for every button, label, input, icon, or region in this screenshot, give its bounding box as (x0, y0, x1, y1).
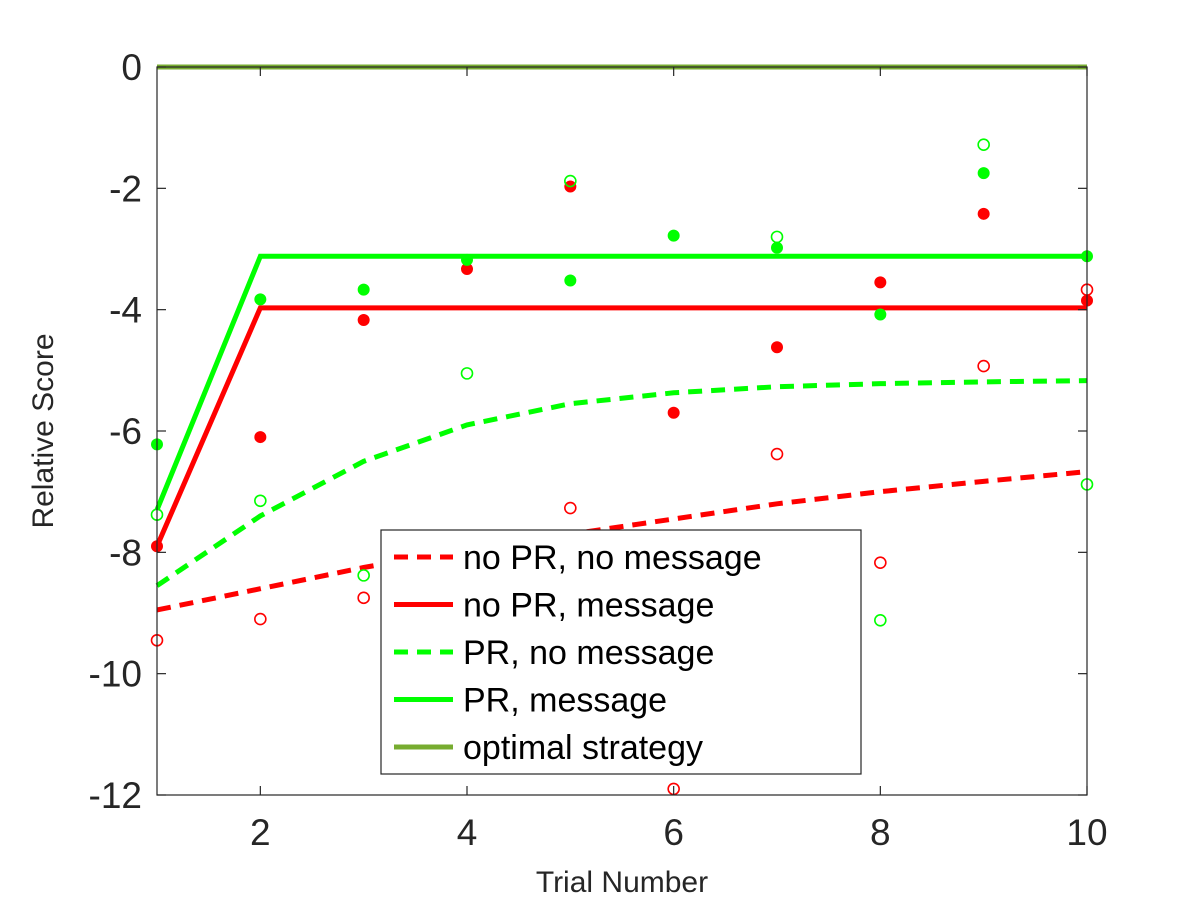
legend-label-optimal-strategy: optimal strategy (463, 729, 703, 767)
data-point-no-pr-message (874, 276, 887, 289)
data-point-no-pr-no-message (564, 501, 577, 515)
y-tick-label: -2 (109, 168, 142, 209)
data-point-no-pr-message (667, 406, 680, 419)
series-line-no-pr-message (154, 305, 1087, 548)
x-tick-label: 8 (870, 812, 891, 853)
data-point-no-pr-message (977, 207, 990, 220)
legend-label-pr-no-message: PR, no message (463, 634, 714, 672)
data-point-no-pr-message (771, 341, 783, 354)
x-axis-label: Trial Number (536, 866, 708, 899)
series-line-pr-message (154, 253, 1087, 511)
y-tick-label: 0 (121, 47, 142, 88)
legend: no PR, no message no PR, message PR, no me… (380, 529, 862, 775)
y-tick-label: -6 (109, 411, 142, 452)
y-axis-label: Relative Score (27, 333, 60, 528)
legend-box (380, 529, 862, 775)
legend-label-no-pr-message: no PR, message (463, 587, 714, 625)
data-point-pr-message (357, 283, 370, 296)
data-point-pr-message (254, 293, 267, 306)
data-point-no-pr-no-message (357, 591, 370, 605)
data-point-pr-no-message (977, 138, 990, 151)
data-point-pr-no-message (357, 569, 370, 582)
x-tick-label: 10 (1066, 812, 1107, 853)
x-tick-label: 4 (457, 812, 478, 853)
data-point-pr-no-message (874, 613, 887, 627)
axis-ticks: 2 4 6 8 10 0 -2 -4 -6 -8 -10 -12 (89, 47, 1108, 853)
data-point-pr-message (771, 241, 783, 254)
data-point-no-pr-no-message (977, 359, 990, 373)
data-point-no-pr-message (254, 431, 267, 444)
data-points (150, 138, 1094, 796)
data-point-no-pr-no-message (770, 447, 784, 461)
data-point-pr-message (461, 253, 473, 266)
data-point-pr-message (977, 167, 990, 180)
data-point-pr-no-message (564, 174, 577, 188)
data-point-pr-message (667, 229, 680, 242)
legend-label-pr-message: PR, message (463, 682, 667, 720)
y-tick-label: -8 (109, 532, 142, 573)
data-point-pr-no-message (254, 494, 267, 508)
y-tick-label: -4 (109, 290, 142, 331)
data-point-pr-message (564, 274, 577, 287)
series-line-no-pr-no-message (156, 469, 1088, 613)
legend-label-no-pr-no-message: no PR, no message (463, 539, 762, 577)
data-point-no-pr-no-message (874, 556, 887, 569)
data-point-no-pr-message (357, 313, 370, 326)
y-tick-label: -10 (89, 654, 142, 695)
x-tick-label: 6 (663, 812, 684, 853)
data-point-pr-message (874, 308, 887, 321)
x-tick-label: 2 (250, 812, 271, 853)
series-line-pr-no-message (155, 378, 1088, 588)
data-point-no-pr-no-message (254, 612, 267, 626)
data-point-pr-no-message (460, 367, 474, 380)
y-tick-label: -12 (89, 775, 142, 816)
